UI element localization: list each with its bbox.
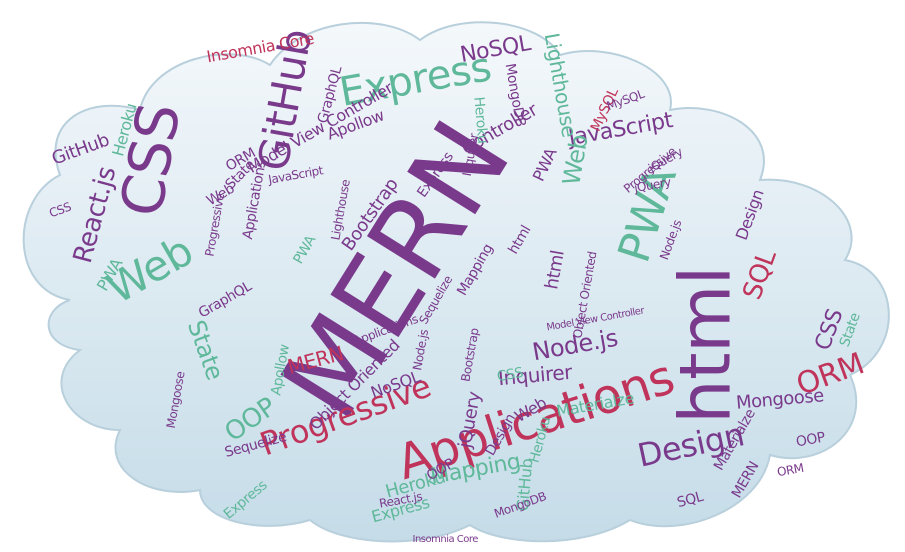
cloud-word: html [664,266,747,424]
cloud-word: Web [556,132,594,188]
cloud-word: Insomnia Core [412,534,479,545]
cloud-outline [22,21,890,543]
